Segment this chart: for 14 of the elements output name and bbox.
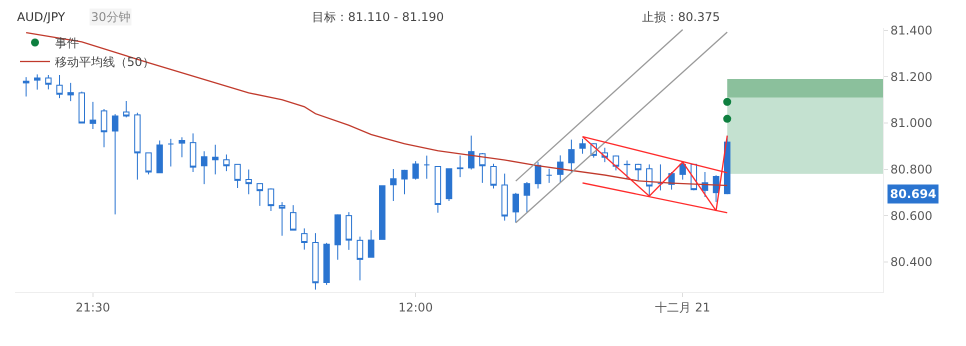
y-tick-label: 80.400 xyxy=(890,255,932,270)
x-tick-label: 21:30 xyxy=(76,300,110,314)
y-tick-label: 80.600 xyxy=(890,208,932,223)
text: 止损：80.375 xyxy=(642,10,720,24)
x-tick-label: 十二月 21 xyxy=(655,300,710,314)
y-tick-label: 81.000 xyxy=(890,116,932,130)
text: 目标：81.110 - 81.190 xyxy=(312,10,444,24)
y-tick-label: 81.200 xyxy=(890,70,932,84)
x-tick-label: 12:00 xyxy=(398,300,433,314)
text: 80.694 xyxy=(890,187,936,201)
y-tick-label: 81.400 xyxy=(890,24,932,38)
chart-title: AUD/JPY xyxy=(17,10,66,24)
chart-subtitle: 30分钟 xyxy=(91,10,130,24)
y-tick-label: 80.800 xyxy=(890,162,932,176)
